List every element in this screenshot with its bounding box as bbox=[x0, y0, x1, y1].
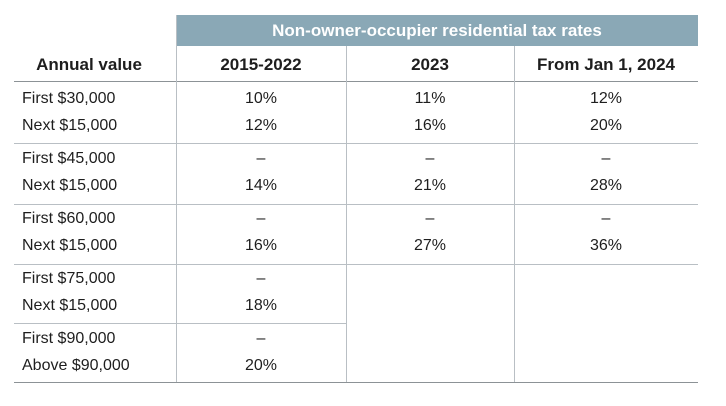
rate-cell: – bbox=[256, 210, 266, 227]
header-from-jan-2024: From Jan 1, 2024 bbox=[537, 55, 675, 74]
row-label: First $30,000 bbox=[22, 90, 116, 107]
header-2015-2022: 2015-2022 bbox=[220, 55, 302, 74]
header-divider bbox=[14, 81, 698, 82]
rate-cell: 11% bbox=[414, 90, 446, 107]
row-label: First $60,000 bbox=[22, 210, 116, 227]
table-banner bbox=[176, 15, 698, 46]
rate-cell: – bbox=[256, 330, 266, 347]
rate-cell: 21% bbox=[413, 177, 447, 194]
column-divider bbox=[346, 46, 347, 382]
rate-cell: 10% bbox=[244, 90, 278, 107]
row-divider bbox=[14, 143, 698, 144]
header-2023: 2023 bbox=[411, 55, 449, 74]
rate-cell: 14% bbox=[244, 177, 278, 194]
row-label: Next $15,000 bbox=[22, 177, 118, 194]
rate-cell: – bbox=[601, 210, 611, 227]
rate-cell: – bbox=[601, 150, 611, 167]
rate-cell: 20% bbox=[589, 117, 623, 134]
row-label: First $45,000 bbox=[22, 150, 116, 167]
row-label: Next $15,000 bbox=[22, 297, 118, 314]
rate-cell: 16% bbox=[413, 117, 447, 134]
rate-cell: 28% bbox=[589, 177, 623, 194]
row-divider bbox=[14, 204, 698, 205]
rate-cell: 12% bbox=[589, 90, 623, 107]
row-label: Next $15,000 bbox=[22, 237, 118, 254]
rate-cell: 18% bbox=[244, 297, 278, 314]
row-label: First $90,000 bbox=[22, 330, 116, 347]
row-divider bbox=[14, 323, 346, 324]
table-banner-title: Non-owner-occupier residential tax rates bbox=[272, 21, 602, 40]
row-label: First $75,000 bbox=[22, 270, 116, 287]
rate-cell: 12% bbox=[244, 117, 278, 134]
rate-cell: 36% bbox=[589, 237, 623, 254]
rate-cell: – bbox=[256, 150, 266, 167]
table-bottom-border bbox=[14, 382, 698, 383]
rate-cell: 27% bbox=[413, 237, 447, 254]
row-divider bbox=[14, 264, 698, 265]
rate-cell: 20% bbox=[244, 357, 278, 374]
rate-cell: – bbox=[256, 270, 266, 287]
column-divider bbox=[514, 46, 515, 382]
rate-cell: – bbox=[425, 210, 435, 227]
row-label: Next $15,000 bbox=[22, 117, 118, 134]
column-divider bbox=[176, 15, 177, 382]
rate-cell: – bbox=[425, 150, 435, 167]
rate-cell: 16% bbox=[244, 237, 278, 254]
header-annual-value: Annual value bbox=[36, 55, 142, 74]
row-label: Above $90,000 bbox=[22, 357, 130, 374]
